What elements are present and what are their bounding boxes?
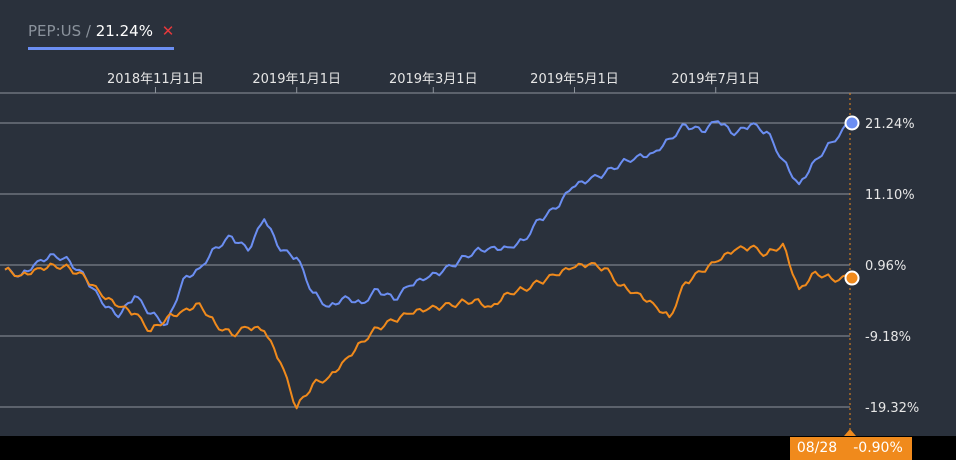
y-tick-label: 0.96% bbox=[865, 259, 906, 274]
legend-symbol: PEP:US bbox=[28, 22, 82, 40]
end-marker-blue bbox=[844, 115, 860, 131]
y-tick-label: 11.10% bbox=[865, 188, 915, 203]
crosshair-date-label: 08/28 bbox=[790, 437, 844, 460]
x-tick-label: 2019年5月1日 bbox=[530, 72, 619, 87]
x-tick-label: 2019年7月1日 bbox=[671, 72, 760, 87]
x-tick-label: 2019年3月1日 bbox=[389, 72, 478, 87]
y-tick-label: -19.32% bbox=[865, 401, 919, 416]
series-line-orange bbox=[4, 242, 851, 410]
end-markers bbox=[844, 115, 860, 286]
legend-separator: / bbox=[85, 22, 91, 40]
legend-underline bbox=[28, 47, 175, 50]
crosshair-pointer bbox=[844, 429, 856, 436]
line-chart: 2018年11月1日 2019年1月1日 2019年3月1日 2019年5月1日 201… bbox=[0, 72, 956, 436]
series-lines bbox=[4, 120, 851, 410]
x-tick-label: 2019年1月1日 bbox=[252, 72, 341, 87]
crosshair-value-label: -0.90% bbox=[844, 437, 912, 460]
x-tick-label: 2018年11月1日 bbox=[107, 72, 204, 87]
close-icon[interactable]: ✕ bbox=[161, 22, 175, 40]
series-line-blue bbox=[4, 120, 851, 327]
legend-value: 21.24% bbox=[95, 22, 153, 40]
x-axis: 2018年11月1日 2019年1月1日 2019年3月1日 2019年5月1日 201… bbox=[0, 72, 956, 94]
legend: PEP:US / 21.24% ✕ bbox=[28, 22, 175, 50]
y-tick-label: -9.18% bbox=[865, 330, 911, 345]
y-axis: 21.24% 11.10% 0.96% -9.18% -19.32% bbox=[0, 93, 919, 436]
y-tick-label: 21.24% bbox=[865, 117, 915, 132]
end-marker-orange bbox=[844, 270, 860, 286]
